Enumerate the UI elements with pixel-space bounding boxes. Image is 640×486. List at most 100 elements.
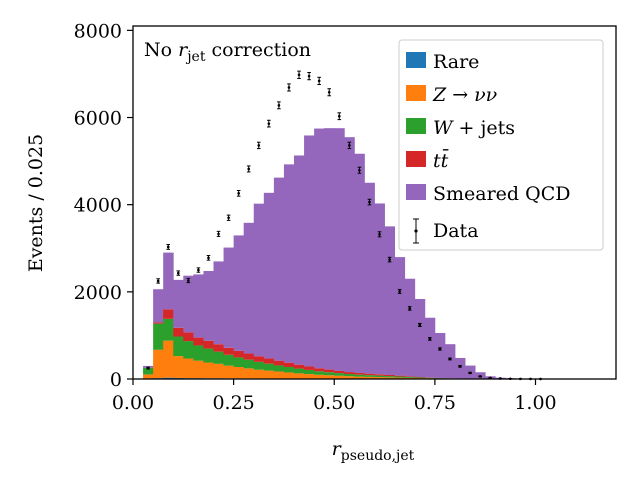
bar-zvv-14 — [283, 372, 295, 379]
data-point-26 — [407, 306, 412, 311]
data-point-23 — [377, 231, 382, 238]
data-point-30 — [448, 357, 452, 361]
bar-wjets-22 — [364, 375, 375, 377]
bar-zvv-2 — [163, 340, 174, 378]
y-tick-label-2: 4000 — [74, 195, 122, 217]
bar-qcd-28 — [424, 317, 436, 378]
data-point-7 — [216, 230, 221, 237]
bar-zvv-18 — [324, 375, 335, 379]
bar-qcd-4 — [183, 275, 194, 333]
bar-wjets-0 — [143, 367, 154, 375]
bar-wjets-27 — [414, 377, 426, 379]
data-point-18 — [327, 88, 332, 97]
data-point-2 — [166, 244, 171, 250]
bar-zvv-19 — [334, 375, 345, 379]
y-tick-label-3: 6000 — [74, 108, 122, 130]
bar-zvv-9 — [233, 367, 245, 379]
bar-wjets-3 — [173, 336, 184, 357]
bar-zvv-12 — [263, 370, 275, 379]
bar-ttbar-21 — [354, 372, 365, 375]
bar-qcd-22 — [364, 182, 375, 374]
bar-wjets-20 — [344, 374, 355, 377]
bar-wjets-11 — [253, 361, 265, 370]
legend-swatch-rare — [406, 52, 426, 68]
data-point-19 — [337, 112, 342, 121]
bar-wjets-18 — [324, 372, 335, 376]
bar-zvv-16 — [304, 374, 315, 379]
bar-ttbar-20 — [344, 372, 355, 375]
plot-annotation: No rjet correction — [144, 39, 311, 65]
bar-ttbar-19 — [334, 370, 345, 374]
bar-qcd-11 — [253, 203, 265, 357]
annotation-suffix: correction — [205, 39, 311, 61]
data-point-6 — [206, 255, 211, 261]
bar-qcd-12 — [263, 192, 275, 359]
bar-ttbar-4 — [183, 332, 194, 342]
bar-qcd-13 — [273, 177, 285, 361]
bar-qcd-17 — [314, 128, 325, 369]
stacked-histogram — [143, 128, 546, 379]
x-axis-label-symbol: r — [332, 438, 343, 460]
bar-zvv-22 — [364, 376, 375, 379]
data-point-17 — [317, 76, 321, 86]
bar-qcd-30 — [444, 344, 456, 379]
bar-wjets-12 — [263, 363, 275, 371]
x-axis-ticks: 0.00 0.25 0.50 0.75 1.00 — [112, 379, 557, 414]
x-axis-label-subscript: pseudo,jet — [341, 448, 415, 464]
bar-qcd-23 — [374, 203, 385, 375]
bar-wjets-23 — [374, 375, 385, 378]
bar-qcd-31 — [455, 357, 466, 379]
data-point-11 — [256, 141, 261, 150]
bar-wjets-2 — [163, 318, 174, 341]
bar-ttbar-6 — [203, 340, 214, 349]
data-point-20 — [347, 141, 352, 150]
y-axis-label: Events / 0.025 — [25, 134, 47, 272]
bar-qcd-26 — [404, 278, 416, 377]
data-point-16 — [307, 72, 311, 81]
legend-label-zvv: Z → νν — [432, 84, 498, 106]
bar-wjets-24 — [384, 376, 396, 378]
data-point-22 — [367, 198, 372, 206]
bar-wjets-16 — [304, 369, 315, 375]
bar-zvv-21 — [354, 376, 365, 379]
bar-zvv-5 — [193, 360, 204, 379]
bar-qcd-9 — [233, 235, 245, 351]
bar-wjets-15 — [294, 368, 305, 374]
bar-qcd-21 — [354, 153, 365, 373]
bar-ttbar-12 — [263, 358, 275, 364]
data-point-28 — [428, 337, 432, 341]
bar-wjets-25 — [394, 376, 406, 378]
data-point-25 — [397, 288, 402, 294]
bar-qcd-2 — [163, 252, 174, 310]
bar-ttbar-22 — [364, 373, 375, 376]
data-point-9 — [236, 190, 241, 197]
bar-ttbar-26 — [404, 376, 416, 377]
bar-ttbar-5 — [193, 337, 204, 346]
y-axis-ticks: 0 2000 4000 6000 8000 — [74, 20, 133, 391]
bar-zvv-3 — [173, 356, 184, 378]
y-tick-label-4: 8000 — [74, 20, 122, 42]
legend-label-data: Data — [433, 220, 479, 242]
bar-ttbar-18 — [324, 369, 335, 373]
bar-qcd-18 — [324, 128, 335, 370]
bar-wjets-9 — [233, 357, 245, 368]
data-point-0 — [146, 366, 150, 370]
bar-ttbar-7 — [213, 344, 224, 352]
legend-box — [398, 39, 604, 251]
data-point-8 — [226, 214, 231, 221]
legend-swatch-qcd — [406, 184, 426, 200]
bar-wjets-7 — [213, 351, 224, 364]
bar-ttbar-8 — [223, 347, 235, 355]
bar-ttbar-15 — [294, 364, 305, 369]
bar-zvv-1 — [153, 349, 164, 379]
legend: Rare Z → νν W + jets tt̄ Smeared QCD Data — [398, 39, 604, 251]
bar-zvv-23 — [374, 377, 385, 379]
bar-zvv-0 — [143, 374, 154, 379]
bar-wjets-13 — [273, 365, 285, 372]
bar-ttbar-23 — [374, 374, 385, 376]
legend-swatch-wjets — [406, 118, 426, 134]
bar-zvv-10 — [243, 368, 255, 379]
bar-wjets-14 — [283, 367, 295, 373]
legend-marker-data — [413, 218, 419, 244]
